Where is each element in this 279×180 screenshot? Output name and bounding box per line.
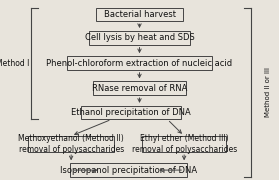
FancyBboxPatch shape <box>81 106 181 119</box>
FancyBboxPatch shape <box>96 8 183 21</box>
FancyBboxPatch shape <box>67 56 212 70</box>
Text: Method I: Method I <box>0 59 29 68</box>
Text: Methoxyethanol (Method II)
removal of polysaccharides: Methoxyethanol (Method II) removal of po… <box>18 134 124 154</box>
Text: Bacterial harvest: Bacterial harvest <box>104 10 175 19</box>
Text: RNase removal of RNA: RNase removal of RNA <box>92 84 187 93</box>
Text: Isopropanol precipitation of DNA: Isopropanol precipitation of DNA <box>60 166 197 175</box>
FancyBboxPatch shape <box>93 81 186 95</box>
Text: Method II or III: Method II or III <box>265 67 271 117</box>
Text: Ethanol precipitation of DNA: Ethanol precipitation of DNA <box>71 108 191 117</box>
FancyBboxPatch shape <box>89 31 190 44</box>
Text: Ethyl ether (Method III)
removal of polysaccharides: Ethyl ether (Method III) removal of poly… <box>131 134 237 154</box>
Text: Phenol-chloroform extraction of nucleic acid: Phenol-chloroform extraction of nucleic … <box>46 58 233 68</box>
FancyBboxPatch shape <box>28 136 114 152</box>
FancyBboxPatch shape <box>70 163 187 177</box>
FancyBboxPatch shape <box>142 136 226 152</box>
Text: Cell lysis by heat and SDS: Cell lysis by heat and SDS <box>85 33 194 42</box>
